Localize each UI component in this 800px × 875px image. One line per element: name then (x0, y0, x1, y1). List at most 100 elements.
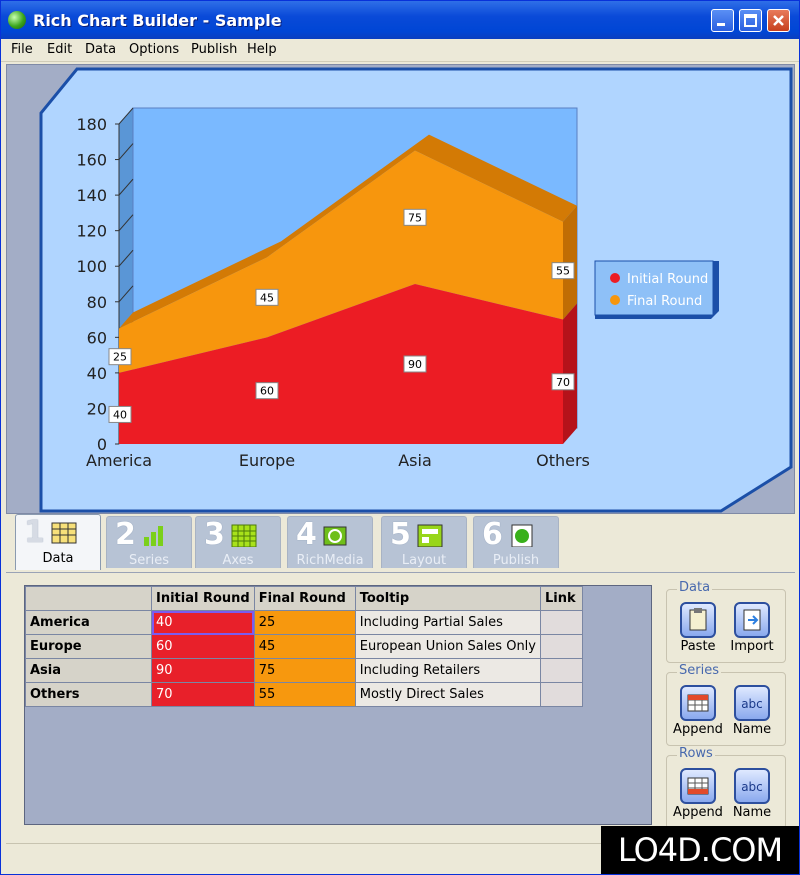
cell-tooltip[interactable]: Including Partial Sales (354, 610, 542, 635)
close-button[interactable] (767, 9, 790, 32)
cell-initial[interactable]: 60 (151, 634, 255, 659)
cell-initial[interactable]: 40 (151, 610, 255, 635)
area-initial-round (119, 284, 563, 444)
legend-marker (610, 295, 620, 305)
tab-number: 6 (482, 517, 503, 552)
menu-data[interactable]: Data (85, 42, 117, 57)
column-header-link[interactable]: Link (540, 586, 583, 611)
minimize-icon (717, 23, 725, 26)
abc-text-icon: abc (734, 768, 770, 804)
column-header-initial-round[interactable]: Initial Round (151, 586, 255, 611)
data-label-box (551, 262, 575, 280)
tab-series[interactable]: 2 Series (106, 516, 192, 568)
tab-richmedia[interactable]: 4 RichMedia (287, 516, 373, 568)
tab-number: 3 (204, 517, 225, 552)
cell-tooltip[interactable]: European Union Sales Only (354, 634, 542, 659)
svg-text:abc: abc (741, 697, 763, 711)
close-icon (773, 15, 784, 26)
data-label-box (403, 208, 427, 226)
layout-icon (417, 524, 443, 547)
tab-label: Publish (492, 553, 540, 568)
cell-final[interactable]: 25 (253, 610, 356, 635)
cell-tooltip[interactable]: Mostly Direct Sales (354, 682, 542, 707)
cell-final[interactable]: 55 (253, 682, 356, 707)
x-tick-label: Others (536, 451, 590, 470)
rows-group: Rows Append abc Name (666, 746, 786, 829)
cell-tooltip[interactable]: Including Retailers (354, 658, 542, 683)
menu-help[interactable]: Help (247, 42, 277, 57)
tab-label: Data (42, 551, 74, 566)
cell-link[interactable] (540, 634, 583, 659)
y-tick-label: 0 (97, 435, 107, 454)
y-tick-diagonal (118, 178, 134, 196)
menu-publish[interactable]: Publish (191, 42, 238, 57)
chart-canvas: 0 20 40 60 80 100 120 140 160 180 40 60 90 70 25 45 75 55… (39, 67, 793, 513)
append-row-button[interactable]: Append (673, 768, 723, 820)
append-series-button[interactable]: Append (673, 685, 723, 737)
table-row: America 40 25 Including Partial Sales (25, 610, 583, 635)
column-header-tooltip[interactable]: Tooltip (354, 586, 542, 611)
title-bar[interactable]: Rich Chart Builder - Sample (1, 1, 799, 39)
import-document-icon (734, 602, 770, 638)
y-tick-label: 80 (87, 293, 107, 312)
cell-link[interactable] (540, 658, 583, 683)
table-row: Others 70 55 Mostly Direct Sales (25, 682, 583, 707)
legend-label: Initial Round (627, 272, 708, 287)
group-title: Series (677, 663, 721, 678)
maximize-icon (744, 14, 757, 27)
maximize-button[interactable] (739, 9, 762, 32)
tab-layout[interactable]: 5 Layout (381, 516, 467, 568)
globe-document-icon (511, 524, 533, 547)
tab-axes[interactable]: 3 Axes (195, 516, 281, 568)
column-header-final-round[interactable]: Final Round (253, 586, 356, 611)
button-label: Paste (680, 639, 716, 654)
cell-initial[interactable]: 70 (151, 682, 255, 707)
bar-chart-icon (144, 526, 163, 546)
name-row-button[interactable]: abc Name (727, 768, 777, 820)
tab-data[interactable]: 1 Data (15, 514, 101, 570)
tab-number: 4 (296, 517, 317, 552)
data-group: Data Paste Import (666, 580, 786, 663)
tab-strip: 1 Data 2 Series 3 Axes 4 RichMedia 5 Lay… (1, 514, 799, 572)
cell-link[interactable] (540, 610, 583, 635)
cell-final[interactable]: 45 (253, 634, 356, 659)
button-label: Append (673, 805, 723, 820)
legend-marker (610, 273, 620, 283)
minimize-button[interactable] (711, 9, 734, 32)
menu-edit[interactable]: Edit (47, 42, 73, 57)
film-icon (323, 526, 347, 546)
cell-final[interactable]: 75 (253, 658, 356, 683)
legend-label: Final Round (627, 294, 702, 309)
plot-area: 0 20 40 60 80 100 120 140 160 180 40 60 90 70 25 45 75 55… (76, 107, 590, 470)
table-icon (51, 522, 77, 544)
menu-options[interactable]: Options (129, 42, 180, 57)
tab-label: Layout (401, 553, 447, 568)
append-table-icon (680, 768, 716, 804)
row-header[interactable]: Europe (25, 634, 152, 659)
abc-text-icon: abc (734, 685, 770, 721)
cell-link[interactable] (540, 682, 583, 707)
tab-label: RichMedia (296, 553, 364, 568)
data-label-box (403, 355, 427, 373)
y-tick-label: 180 (76, 115, 107, 134)
data-label-box (255, 288, 279, 306)
cell-initial[interactable]: 90 (151, 658, 255, 683)
row-header[interactable]: America (25, 610, 152, 635)
y-tick-label: 120 (76, 222, 107, 241)
x-tick-label: America (86, 451, 152, 470)
import-button[interactable]: Import (727, 602, 777, 654)
menu-bar: File Edit Data Options Publish Help (1, 39, 799, 62)
tab-publish[interactable]: 6 Publish (473, 516, 559, 568)
y-tick-diagonal (118, 107, 134, 125)
paste-button[interactable]: Paste (673, 602, 723, 654)
name-series-button[interactable]: abc Name (727, 685, 777, 737)
y-tick-label: 40 (87, 364, 107, 383)
window-title: Rich Chart Builder - Sample (33, 11, 282, 30)
y-tick-label: 160 (76, 151, 107, 170)
row-header[interactable]: Others (25, 682, 152, 707)
menu-file[interactable]: File (11, 42, 33, 57)
row-header[interactable]: Asia (25, 658, 152, 683)
legend-box (594, 260, 714, 316)
data-label: 45 (260, 291, 274, 304)
